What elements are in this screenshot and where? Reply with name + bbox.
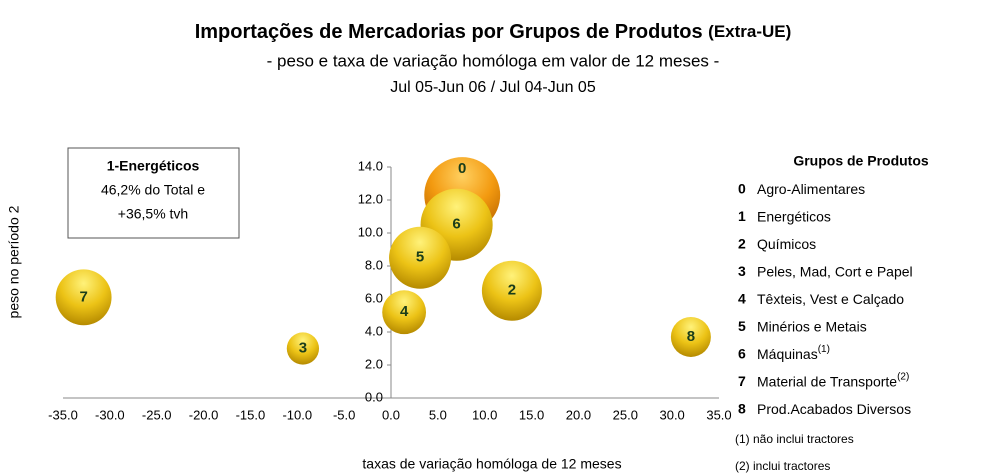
bubble bbox=[389, 226, 452, 289]
x-tick-label: 10.0 bbox=[472, 407, 497, 422]
annotation-line: 46,2% do Total e bbox=[101, 182, 205, 198]
x-tick-label: -15.0 bbox=[236, 407, 266, 422]
y-tick-label: 14.0 bbox=[358, 158, 383, 173]
bubble-label: 3 bbox=[299, 339, 307, 356]
y-tick-label: 0.0 bbox=[365, 389, 383, 404]
bubble bbox=[286, 332, 320, 365]
bubble-label: 5 bbox=[416, 249, 424, 266]
period: Jul 05-Jun 06 / Jul 04-Jun 05 bbox=[390, 79, 596, 96]
legend-key: 4 bbox=[738, 291, 746, 307]
legend-label: Máquinas(1) bbox=[757, 344, 830, 362]
title-suffix: (Extra-UE) bbox=[708, 22, 791, 41]
legend-key: 6 bbox=[738, 346, 746, 362]
x-tick-label: 0.0 bbox=[382, 407, 400, 422]
x-tick-label: -5.0 bbox=[333, 407, 355, 422]
x-tick-label: -25.0 bbox=[142, 407, 172, 422]
x-tick-label: -10.0 bbox=[282, 407, 312, 422]
legend-label: Minérios e Metais bbox=[757, 318, 867, 334]
legend-name: Têxteis, Vest e Calçado bbox=[757, 291, 904, 307]
legend-key: 1 bbox=[738, 208, 746, 224]
annotation-box bbox=[67, 147, 240, 239]
legend-label: Peles, Mad, Cort e Papel bbox=[757, 263, 913, 279]
x-tick-label: 25.0 bbox=[613, 407, 638, 422]
bubble bbox=[382, 290, 427, 335]
legend-sup: (1) bbox=[818, 344, 830, 355]
y-tick-label: 2.0 bbox=[365, 356, 383, 371]
y-tick-label: 10.0 bbox=[358, 224, 383, 239]
bubble-label: 7 bbox=[79, 288, 87, 305]
x-tick-label: 35.0 bbox=[706, 407, 731, 422]
y-tick-label: 6.0 bbox=[365, 290, 383, 305]
x-tick-label: -20.0 bbox=[189, 407, 219, 422]
x-tick-label: -30.0 bbox=[95, 407, 125, 422]
legend-key: 8 bbox=[738, 401, 746, 417]
x-axis-label: taxas de variação homóloga de 12 meses bbox=[362, 456, 621, 472]
y-tick-label: 4.0 bbox=[365, 323, 383, 338]
legend-label: Material de Transporte(2) bbox=[757, 371, 909, 389]
bubble-label: 2 bbox=[508, 282, 516, 299]
legend-name: Agro-Alimentares bbox=[757, 181, 865, 197]
legend-key: 0 bbox=[738, 181, 746, 197]
bubble-label: 6 bbox=[452, 216, 460, 233]
legend-name: Máquinas bbox=[757, 346, 818, 362]
title-main: Importações de Mercadorias por Grupos de… bbox=[195, 21, 703, 43]
legend-label: Prod.Acabados Diversos bbox=[757, 401, 911, 417]
legend-name: Químicos bbox=[757, 236, 816, 252]
legend-label: Agro-Alimentares bbox=[757, 181, 865, 197]
y-tick-label: 12.0 bbox=[358, 191, 383, 206]
legend-key: 2 bbox=[738, 236, 746, 252]
legend-note: (1) não inclui tractores bbox=[735, 432, 854, 446]
annotation-title: 1-Energéticos bbox=[107, 158, 200, 174]
bubble bbox=[670, 316, 711, 357]
legend-sup: (2) bbox=[897, 371, 909, 382]
bubble-label: 8 bbox=[687, 328, 695, 345]
x-tick-label: 20.0 bbox=[566, 407, 591, 422]
x-tick-label: 5.0 bbox=[429, 407, 447, 422]
x-tick-label: -35.0 bbox=[48, 407, 78, 422]
legend-name: Material de Transporte bbox=[757, 373, 897, 389]
subtitle: - peso e taxa de variação homóloga em va… bbox=[267, 51, 720, 70]
legend-name: Peles, Mad, Cort e Papel bbox=[757, 263, 913, 279]
bubble-label: 0 bbox=[458, 160, 466, 177]
y-tick-label: 8.0 bbox=[365, 257, 383, 272]
legend-label: Energéticos bbox=[757, 208, 831, 224]
legend-key: 7 bbox=[738, 373, 746, 389]
legend-key: 3 bbox=[738, 263, 746, 279]
bubble-label: 4 bbox=[400, 303, 409, 320]
legend-title: Grupos de Produtos bbox=[793, 153, 929, 169]
bubble bbox=[55, 269, 112, 326]
annotation-line: +36,5% tvh bbox=[118, 206, 188, 222]
bubble bbox=[481, 260, 542, 321]
chart-title: Importações de Mercadorias por Grupos de… bbox=[195, 21, 792, 43]
x-tick-label: 30.0 bbox=[659, 407, 684, 422]
legend-name: Minérios e Metais bbox=[757, 318, 867, 334]
y-axis-label: peso no período 2 bbox=[6, 205, 22, 318]
legend-label: Químicos bbox=[757, 236, 816, 252]
legend-name: Energéticos bbox=[757, 208, 831, 224]
legend-label: Têxteis, Vest e Calçado bbox=[757, 291, 904, 307]
x-tick-label: 15.0 bbox=[519, 407, 544, 422]
legend-name: Prod.Acabados Diversos bbox=[757, 401, 911, 417]
legend-note: (2) inclui tractores bbox=[735, 459, 830, 473]
legend-key: 5 bbox=[738, 318, 746, 334]
